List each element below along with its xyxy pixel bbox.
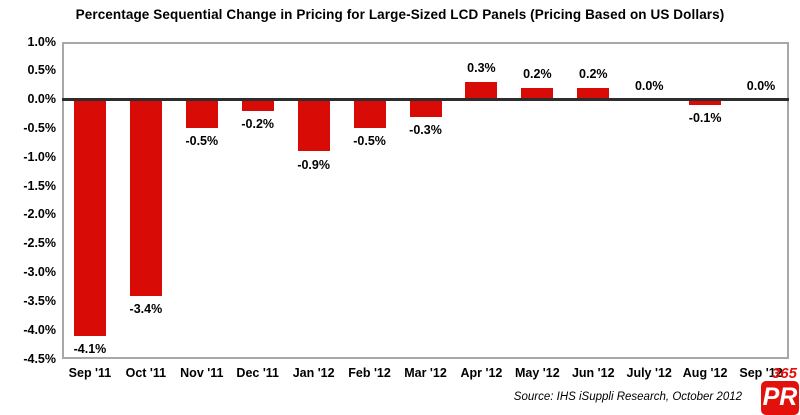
data-label: -4.1% [73, 341, 107, 356]
source-note: Source: IHS iSuppli Research, October 20… [513, 391, 742, 403]
bar-jan-12 [297, 99, 330, 152]
data-label: -0.3% [409, 122, 442, 137]
x-axis-label: Oct '11 [125, 366, 167, 380]
x-axis-label: Apr '12 [460, 366, 503, 380]
logo-365-text: 365 [771, 365, 797, 382]
bar-sep-11 [73, 99, 106, 336]
x-axis-label: Feb '12 [348, 366, 391, 380]
y-axis-tick-label: -4.0% [23, 322, 56, 337]
x-axis-label: Jun '12 [571, 366, 615, 380]
y-axis-tick-label: -1.0% [23, 149, 56, 164]
data-label: -0.9% [297, 157, 330, 172]
bar-dec-11 [241, 99, 274, 112]
plot-area [62, 42, 789, 359]
x-axis-label: Nov '11 [180, 366, 224, 380]
y-axis-tick-label: -2.0% [23, 207, 56, 222]
data-label: 0.2% [523, 67, 552, 82]
logo-pr-badge: PR [761, 381, 799, 415]
x-axis-label: Jan '12 [292, 366, 335, 380]
x-axis-label: Aug '12 [682, 366, 728, 380]
bar-jun-12 [577, 88, 610, 100]
x-axis-label: Dec '11 [236, 366, 280, 380]
data-label: 0.0% [746, 78, 776, 93]
chart-title: Percentage Sequential Change in Pricing … [75, 7, 725, 22]
y-axis-tick-label: 0.0% [27, 92, 57, 107]
y-axis-tick-label: -1.5% [23, 178, 56, 193]
bar-aug-12 [689, 99, 722, 106]
x-axis-label: Sep '12 [739, 366, 783, 380]
bar-may-12 [521, 88, 554, 100]
y-axis-tick-label: 1.0% [27, 34, 57, 49]
x-axis-label: July '12 [626, 366, 672, 380]
data-label: -3.4% [129, 301, 163, 316]
bar-oct-11 [129, 99, 162, 296]
data-label: -0.5% [185, 134, 219, 149]
x-axis-label: Mar '12 [404, 366, 447, 380]
y-axis-tick-label: -4.5% [23, 351, 56, 366]
data-label: 0.3% [467, 61, 496, 76]
bar-apr-12 [465, 82, 498, 100]
bar-feb-12 [353, 99, 386, 129]
x-axis-label: May '12 [515, 366, 560, 380]
data-label: -0.2% [241, 117, 275, 132]
y-axis-tick-label: -3.5% [23, 293, 56, 308]
data-label: -0.1% [688, 111, 722, 126]
y-axis-tick-label: -2.5% [23, 236, 56, 251]
data-label: -0.5% [353, 134, 386, 149]
x-axis-label: Sep '11 [68, 366, 112, 380]
bar-nov-11 [185, 99, 218, 129]
y-axis-tick-label: -0.5% [23, 120, 56, 135]
zero-axis-line [62, 98, 789, 102]
data-label: 0.0% [634, 78, 664, 93]
data-label: 0.2% [579, 67, 608, 82]
y-axis-tick-label: -3.0% [23, 265, 56, 280]
bar-mar-12 [409, 99, 442, 117]
y-axis-tick-label: 0.5% [27, 63, 57, 78]
